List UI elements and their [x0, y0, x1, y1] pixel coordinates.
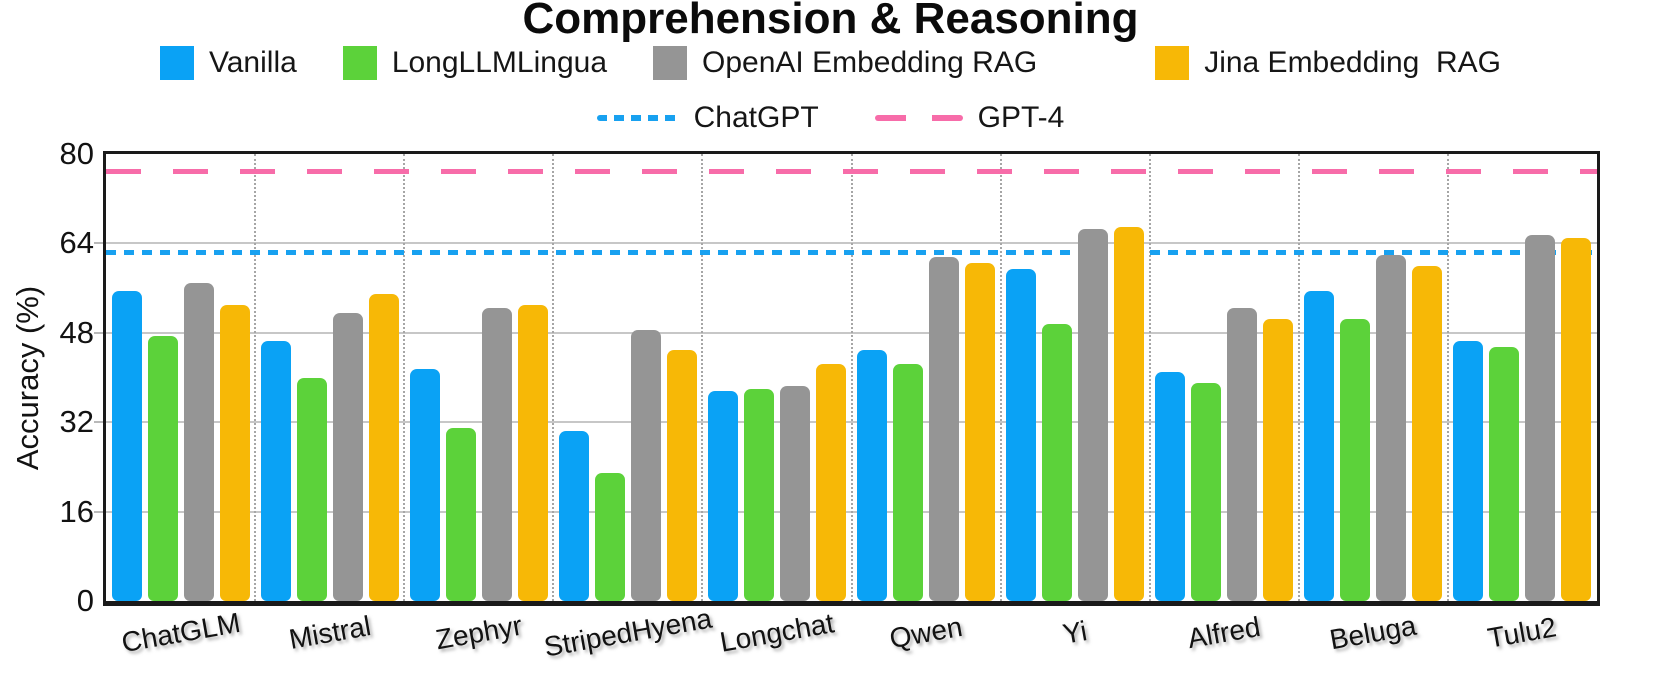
- bar-longllmlingua-yi: [1042, 324, 1073, 601]
- bar-jina-embedding-rag-yi: [1114, 226, 1145, 601]
- legend-label: LongLLMLingua: [391, 46, 607, 79]
- bar-openai-embedding-rag-beluga: [1376, 254, 1407, 601]
- legend-item-gpt4: GPT-4: [874, 101, 1065, 135]
- legend-lines-row: ChatGPT GPT-4: [0, 101, 1661, 135]
- bar-openai-embedding-rag-mistral: [332, 313, 363, 601]
- chatgpt-dotted-line-icon: [596, 115, 679, 121]
- y-tick-label: 48: [59, 314, 94, 350]
- bar-vanilla-yi: [1006, 268, 1037, 601]
- bar-vanilla-mistral: [260, 341, 291, 601]
- ref-line-chatgpt: [106, 249, 1597, 255]
- group-separator: [254, 154, 257, 601]
- group-separator: [1148, 154, 1151, 601]
- bar-jina-embedding-rag-mistral: [368, 293, 399, 601]
- bar-openai-embedding-rag-zephyr: [481, 307, 512, 601]
- legend-label: Jina Embedding RAG: [1204, 46, 1502, 79]
- bar-vanilla-alfred: [1155, 371, 1186, 601]
- bar-openai-embedding-rag-longchat: [779, 385, 810, 601]
- legend-item-longllmlingua: LongLLMLingua: [342, 46, 607, 80]
- bar-vanilla-beluga: [1304, 290, 1335, 601]
- bar-longllmlingua-qwen: [893, 363, 924, 601]
- plot-area: 0 16 32 48 64 80 ChatGLM Mistral Zephyr StripedHy…: [60, 136, 1600, 663]
- chart-title: Comprehension & Reasoning: [522, 0, 1139, 43]
- bar-openai-embedding-rag-stripedhyena: [630, 330, 661, 601]
- legend-item-vanilla: Vanilla: [159, 46, 297, 80]
- group-separator: [850, 154, 853, 601]
- group-separator: [701, 154, 704, 601]
- gpt4-dashed-line-icon: [874, 115, 963, 121]
- bar-vanilla-zephyr: [409, 369, 440, 601]
- bar-openai-embedding-rag-qwen: [929, 257, 960, 601]
- bar-vanilla-tulu2: [1453, 341, 1484, 601]
- vanilla-swatch-icon: [159, 46, 194, 80]
- bar-openai-embedding-rag-alfred: [1227, 307, 1258, 601]
- y-axis-title: Accuracy (%): [10, 285, 45, 471]
- y-tick-label: 64: [59, 225, 94, 261]
- legend-label: ChatGPT: [693, 101, 819, 134]
- ref-line-gpt-4: [106, 168, 1597, 174]
- bar-vanilla-stripedhyena: [558, 430, 589, 601]
- y-tick-label: 16: [59, 493, 94, 529]
- y-tick-mark: [94, 421, 103, 424]
- bar-jina-embedding-rag-chatglm: [219, 304, 250, 601]
- y-tick-label: 32: [59, 404, 94, 440]
- bar-openai-embedding-rag-tulu2: [1525, 235, 1556, 601]
- y-tick-mark: [94, 242, 103, 245]
- bar-jina-embedding-rag-beluga: [1412, 265, 1443, 601]
- bar-jina-embedding-rag-zephyr: [517, 304, 548, 601]
- legend-label: GPT-4: [977, 101, 1065, 134]
- bar-jina-embedding-rag-stripedhyena: [666, 349, 697, 601]
- legend-item-chatgpt: ChatGPT: [596, 101, 819, 135]
- legend-series-row: Vanilla LongLLMLingua OpenAI Embedding R…: [0, 46, 1661, 80]
- bar-vanilla-qwen: [857, 349, 888, 601]
- y-tick-mark: [94, 331, 103, 334]
- bar-openai-embedding-rag-yi: [1078, 229, 1109, 601]
- bar-openai-embedding-rag-chatglm: [183, 282, 214, 601]
- bar-jina-embedding-rag-tulu2: [1561, 237, 1592, 601]
- group-separator: [403, 154, 406, 601]
- bar-vanilla-longchat: [707, 391, 738, 601]
- bar-jina-embedding-rag-qwen: [965, 262, 996, 601]
- bar-longllmlingua-mistral: [296, 377, 327, 601]
- y-tick-label: 0: [76, 583, 94, 618]
- group-separator: [1297, 154, 1300, 601]
- legend-label: OpenAI Embedding RAG: [702, 46, 1038, 79]
- y-tick-mark: [94, 510, 103, 513]
- openai-rag-swatch-icon: [653, 46, 687, 80]
- y-tick-label: 80: [59, 136, 94, 171]
- bar-vanilla-chatglm: [111, 290, 142, 601]
- bar-longllmlingua-longchat: [743, 388, 774, 601]
- bar-jina-embedding-rag-longchat: [815, 363, 846, 601]
- bar-longllmlingua-stripedhyena: [594, 472, 625, 601]
- bar-longllmlingua-beluga: [1340, 318, 1371, 601]
- group-separator: [1446, 154, 1449, 601]
- group-separator: [552, 154, 555, 601]
- bar-longllmlingua-zephyr: [445, 427, 476, 601]
- bar-longllmlingua-alfred: [1191, 383, 1222, 601]
- longllmlingua-swatch-icon: [342, 46, 377, 80]
- bar-longllmlingua-tulu2: [1489, 346, 1520, 601]
- group-separator: [999, 154, 1002, 601]
- bar-jina-embedding-rag-alfred: [1263, 318, 1294, 601]
- legend-label: Vanilla: [208, 46, 297, 79]
- bar-longllmlingua-chatglm: [147, 335, 178, 601]
- legend-item-openai-rag: OpenAI Embedding RAG: [653, 46, 1037, 80]
- legend-item-jina-rag: Jina Embedding RAG: [1155, 46, 1501, 80]
- jina-rag-swatch-icon: [1155, 46, 1190, 80]
